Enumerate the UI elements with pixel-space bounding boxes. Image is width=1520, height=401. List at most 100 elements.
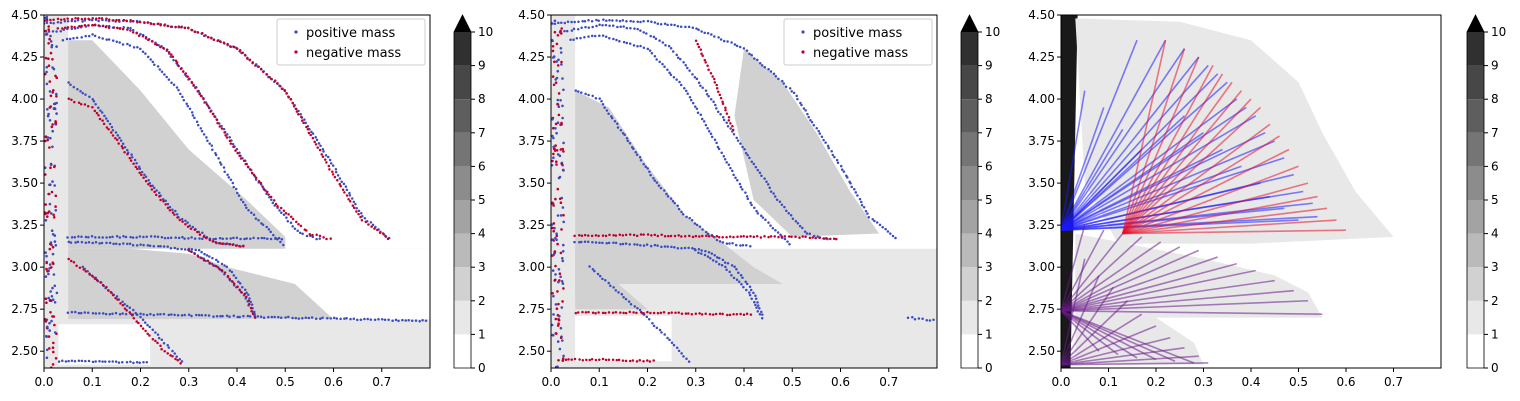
- scatter-point: [166, 202, 170, 206]
- scatter-point: [723, 157, 727, 161]
- scatter-point: [66, 20, 70, 23]
- scatter-point: [291, 225, 294, 228]
- scatter-point: [732, 312, 735, 316]
- scatter-point: [601, 277, 604, 281]
- scatter-point: [587, 26, 591, 29]
- colorbar-tick-label: 1: [985, 327, 993, 341]
- scatter-point: [52, 262, 55, 266]
- scatter-point: [853, 188, 856, 191]
- scatter-point: [756, 212, 760, 215]
- scatter-point: [753, 300, 756, 304]
- scatter-point: [276, 82, 279, 85]
- scatter-point: [211, 112, 215, 116]
- scatter-point: [639, 44, 642, 48]
- scatter-point: [169, 236, 173, 239]
- scatter-point: [756, 304, 760, 307]
- scatter-point: [557, 21, 560, 25]
- scatter-point: [92, 100, 96, 103]
- scatter-point: [334, 168, 338, 171]
- scatter-point: [595, 24, 598, 28]
- colorbar-segment: [454, 32, 471, 66]
- scatter-point: [698, 225, 702, 228]
- scatter-point: [74, 310, 77, 314]
- scatter-point: [363, 317, 366, 321]
- colorbar-segment: [961, 32, 978, 66]
- scatter-point: [138, 171, 141, 174]
- scatter-point: [717, 235, 721, 239]
- scatter-point: [625, 137, 629, 140]
- scatter-point: [125, 19, 128, 22]
- scatter-point: [556, 242, 559, 246]
- scatter-point: [293, 227, 297, 230]
- trajectory-line: [1061, 355, 1199, 366]
- scatter-point: [115, 18, 118, 22]
- scatter-point: [111, 129, 115, 132]
- scatter-point: [734, 243, 738, 247]
- scatter-point: [135, 161, 138, 165]
- scatter-point: [212, 38, 216, 42]
- scatter-point: [146, 244, 150, 247]
- scatter-point: [767, 221, 770, 224]
- scatter-point: [280, 211, 283, 215]
- scatter-point: [123, 307, 127, 310]
- scatter-point: [928, 319, 932, 322]
- scatter-point: [148, 244, 152, 248]
- scatter-point: [125, 304, 129, 308]
- scatter-point: [832, 237, 836, 241]
- scatter-point: [54, 194, 58, 198]
- scatter-point: [735, 312, 739, 316]
- scatter-point: [556, 153, 560, 156]
- scatter-point: [124, 312, 128, 316]
- scatter-point: [739, 235, 743, 238]
- scatter-point: [134, 165, 138, 169]
- scatter-point: [123, 146, 127, 149]
- scatter-point: [79, 90, 82, 93]
- scatter-point: [251, 61, 254, 65]
- scatter-point: [268, 75, 271, 79]
- scatter-point: [711, 75, 714, 78]
- scatter-point: [76, 87, 79, 91]
- scatter-point: [44, 251, 47, 254]
- scatter-point: [680, 235, 683, 238]
- scatter-point: [699, 113, 703, 116]
- scatter-point: [245, 237, 248, 240]
- scatter-point: [343, 191, 346, 194]
- scatter-point: [176, 314, 180, 317]
- scatter-point: [277, 315, 280, 319]
- scatter-point: [247, 299, 250, 303]
- scatter-point: [54, 121, 57, 125]
- scatter-point: [601, 357, 605, 361]
- scatter-point: [339, 184, 342, 188]
- scatter-point: [700, 30, 703, 33]
- scatter-point: [193, 30, 197, 34]
- trajectory-line: [1061, 48, 1186, 231]
- scatter-point: [706, 31, 710, 35]
- colorbar-tick-label: 3: [985, 260, 993, 274]
- scatter-point: [744, 280, 747, 284]
- scatter-point: [733, 265, 736, 269]
- scatter-point: [208, 238, 212, 242]
- scatter-point: [580, 91, 583, 94]
- trajectory-line: [1061, 115, 1257, 231]
- scatter-point: [551, 226, 554, 230]
- scatter-point: [111, 312, 114, 316]
- scatter-point: [555, 60, 558, 63]
- scatter-point: [655, 326, 659, 330]
- scatter-point: [715, 238, 719, 242]
- scatter-point: [139, 47, 142, 51]
- scatter-point: [557, 176, 561, 180]
- scatter-point: [61, 359, 64, 363]
- scatter-point: [78, 266, 82, 269]
- scatter-point: [731, 128, 735, 132]
- trajectory-line: [1122, 98, 1252, 235]
- colorbar-outline: [960, 14, 979, 369]
- scatter-point: [46, 138, 49, 142]
- scatter-point: [246, 57, 249, 60]
- scatter-point: [276, 205, 279, 208]
- scatter-point: [250, 303, 254, 306]
- scatter-point: [248, 315, 252, 318]
- x-tick-label: 0.4: [734, 375, 753, 389]
- scatter-point: [614, 311, 618, 314]
- scatter-point: [737, 271, 740, 275]
- scatter-point: [45, 70, 48, 74]
